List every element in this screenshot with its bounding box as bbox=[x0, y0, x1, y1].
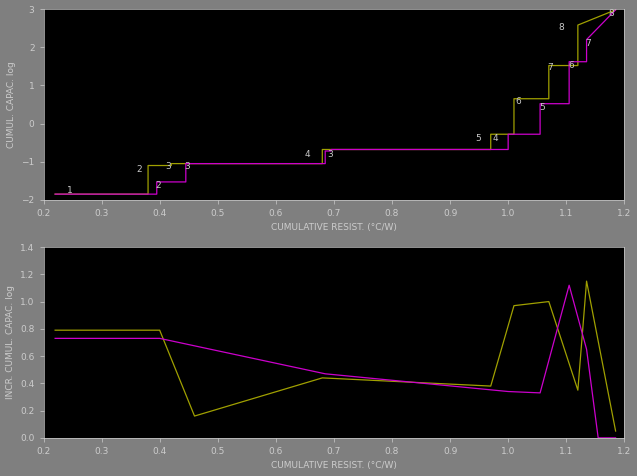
Text: 6: 6 bbox=[568, 61, 574, 70]
Text: 3: 3 bbox=[327, 150, 333, 159]
Text: 7: 7 bbox=[547, 62, 553, 71]
Text: 1: 1 bbox=[67, 186, 73, 195]
Text: 6: 6 bbox=[516, 97, 522, 106]
Text: 5: 5 bbox=[475, 134, 481, 143]
Text: 8: 8 bbox=[559, 23, 564, 32]
Text: 5: 5 bbox=[539, 103, 545, 112]
Text: 3: 3 bbox=[185, 162, 190, 171]
Text: 3: 3 bbox=[166, 162, 171, 171]
Text: 2: 2 bbox=[136, 165, 142, 174]
Y-axis label: CUMUL. CAPAC. log: CUMUL. CAPAC. log bbox=[6, 61, 16, 148]
Text: 2: 2 bbox=[155, 181, 161, 190]
Text: 4: 4 bbox=[492, 134, 498, 143]
Text: 4: 4 bbox=[305, 150, 311, 159]
Y-axis label: INCR. CUMUL. CAPAC. log: INCR. CUMUL. CAPAC. log bbox=[6, 286, 15, 399]
Text: 7: 7 bbox=[585, 39, 591, 48]
Text: 8: 8 bbox=[609, 9, 615, 18]
X-axis label: CUMULATIVE RESIST. (°C/W): CUMULATIVE RESIST. (°C/W) bbox=[271, 461, 397, 470]
X-axis label: CUMULATIVE RESIST. (°C/W): CUMULATIVE RESIST. (°C/W) bbox=[271, 223, 397, 232]
